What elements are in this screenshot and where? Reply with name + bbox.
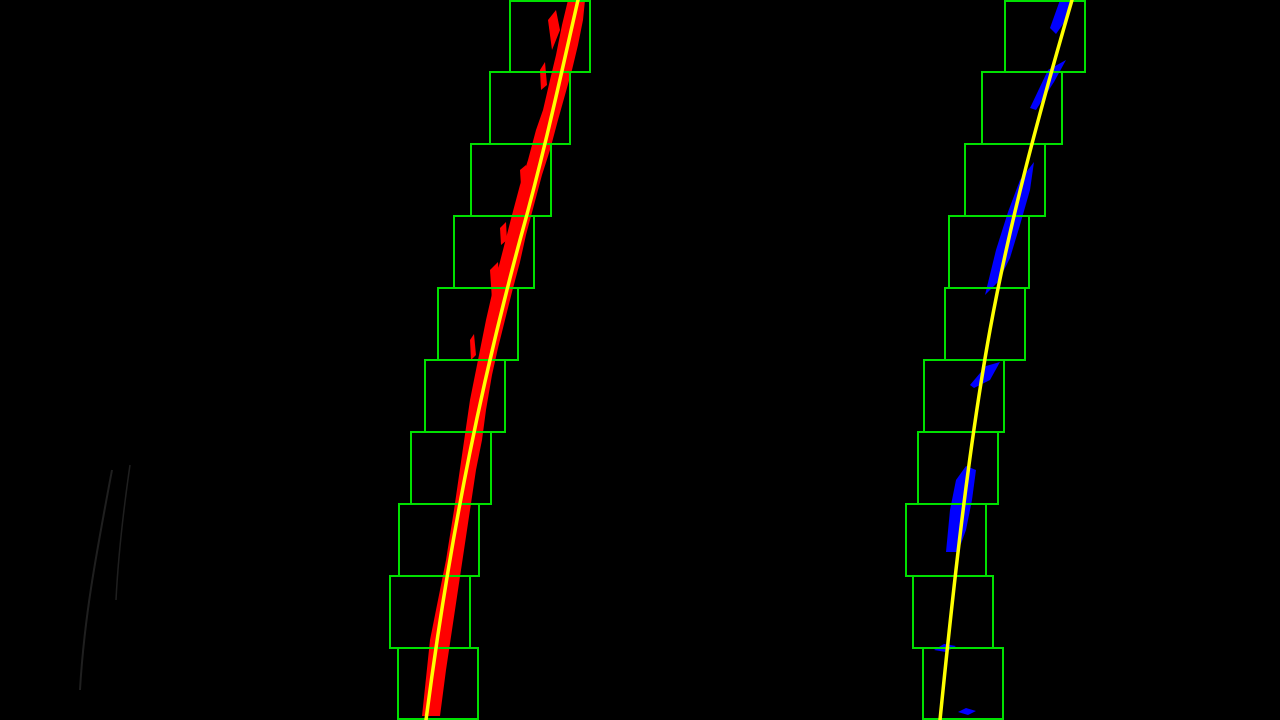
- right-pixel-blob: [958, 708, 976, 715]
- left-lane-windows: [389, 0, 591, 720]
- left-pixel-fragment: [500, 222, 507, 245]
- right-fit-line: [938, 0, 1074, 720]
- left-fit-line: [424, 0, 580, 720]
- faint-noise: [79, 464, 131, 691]
- fit-lines: [424, 0, 1074, 720]
- left-pixel-fragment: [540, 62, 547, 90]
- left-pixel-fragment: [520, 165, 527, 186]
- left-pixel-fragment: [470, 334, 476, 360]
- right-window-10: [922, 647, 1004, 720]
- left-window-10: [397, 647, 479, 720]
- left-pixel-fragment: [548, 10, 560, 50]
- right-lane-windows: [905, 0, 1086, 720]
- left-lane-pixels: [422, 0, 585, 716]
- left-pixel-fragment: [490, 262, 500, 300]
- right-pixel-blob: [946, 466, 976, 552]
- right-pixel-blob: [970, 362, 1000, 388]
- left-pixel-blob-main: [422, 0, 585, 716]
